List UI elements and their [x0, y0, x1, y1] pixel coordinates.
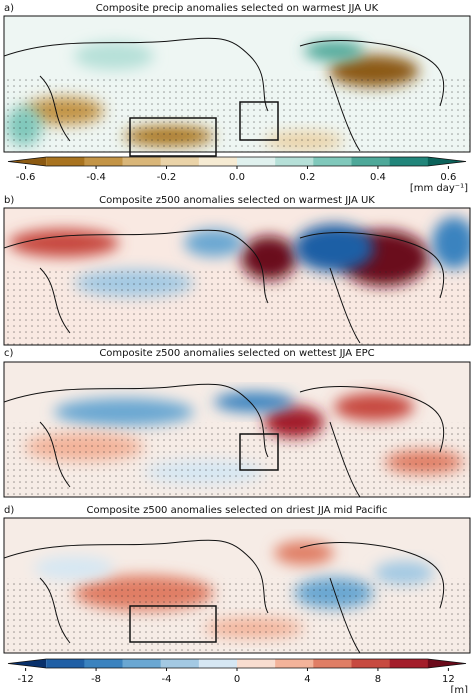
region-box	[129, 117, 217, 157]
colorbar-extend	[8, 659, 47, 668]
colorbar-tick-label: 4	[304, 674, 310, 685]
colorbar-tick-label: 0.6	[440, 172, 456, 183]
anomaly-blob	[54, 398, 194, 426]
coastline	[4, 229, 445, 344]
map-field	[4, 518, 470, 653]
colorbar-extend	[427, 659, 466, 668]
panel-title: Composite precip anomalies selected on w…	[96, 3, 379, 14]
colorbar-segment	[46, 659, 85, 668]
map	[3, 517, 471, 654]
colorbar-segment	[275, 157, 314, 166]
map-frame	[3, 517, 471, 654]
colorbar-segment	[46, 157, 85, 166]
map-field	[4, 362, 470, 497]
colorbar-tick-label: -8	[91, 674, 101, 685]
colorbar-segment	[84, 157, 123, 166]
colorbar-tick-label: 0.4	[370, 172, 386, 183]
colorbar-segment	[122, 659, 161, 668]
anomaly-blob	[214, 392, 294, 412]
colorbar-segment	[313, 659, 352, 668]
colorbar-tick-label: -0.4	[86, 172, 106, 183]
stippling	[4, 422, 470, 497]
coastline	[4, 539, 445, 653]
anomaly-blob	[432, 217, 470, 269]
colorbar-tick-label: -0.2	[157, 172, 177, 183]
region-box	[239, 433, 279, 471]
colorbar-outline	[7, 658, 467, 669]
colorbar-segment	[389, 659, 429, 668]
anomaly-blob	[294, 224, 374, 272]
colorbar-segment	[198, 659, 238, 668]
colorbar-outline	[7, 156, 467, 167]
colorbar-segment	[313, 157, 352, 166]
panel-title: Composite z500 anomalies selected on wet…	[99, 348, 374, 359]
colorbar-units: [m]	[450, 685, 468, 693]
colorbar-tick-label: -0.6	[16, 172, 36, 183]
coastline	[4, 37, 445, 152]
colorbar-segment	[351, 659, 390, 668]
map	[3, 361, 471, 498]
colorbar-tick-label: 8	[375, 674, 381, 685]
region-box	[239, 101, 279, 141]
panel-label: b)	[4, 195, 14, 206]
map-field	[4, 16, 470, 152]
colorbar-segment	[122, 157, 161, 166]
colorbar-extend	[427, 157, 466, 166]
colorbar-segment	[84, 659, 123, 668]
colorbar-tick-label: -12	[17, 674, 33, 685]
panel-label: c)	[4, 348, 13, 359]
map	[3, 207, 471, 346]
panel-title: Composite z500 anomalies selected on war…	[99, 195, 375, 206]
colorbar-units: [mm day⁻¹]	[410, 183, 468, 194]
map-frame	[3, 361, 471, 498]
colorbar-segment	[275, 659, 314, 668]
stippling	[4, 269, 470, 345]
map-frame	[3, 207, 471, 346]
colorbar-segment	[198, 157, 238, 166]
colorbar-segment	[237, 157, 276, 166]
panel-label: d)	[4, 505, 14, 516]
coastline	[4, 383, 445, 497]
anomaly-blob	[34, 556, 114, 580]
colorbar-segment	[389, 157, 429, 166]
colorbar-tick-label: 12	[442, 674, 455, 685]
colorbar-segment	[160, 659, 200, 668]
colorbar-tick-label: 0	[234, 674, 240, 685]
map-frame	[3, 15, 471, 153]
panel-title: Composite z500 anomalies selected on dri…	[87, 505, 388, 516]
anomaly-blob	[334, 393, 414, 421]
region-box	[129, 605, 217, 643]
colorbar-tick-label: -4	[162, 674, 172, 685]
anomaly-blob	[184, 229, 244, 257]
anomaly-blob	[74, 42, 154, 70]
stippling	[4, 578, 470, 653]
anomaly-blob	[241, 236, 297, 280]
anomaly-blob	[274, 541, 334, 565]
colorbar-extend	[8, 157, 47, 166]
anomaly-blob	[304, 41, 364, 61]
colorbar-tick-label: 0.2	[300, 172, 316, 183]
colorbar-segment	[160, 157, 200, 166]
map-field	[4, 208, 470, 345]
stippling	[4, 77, 470, 152]
colorbar-tick-label: 0.0	[229, 172, 245, 183]
colorbar-segment	[351, 157, 390, 166]
anomaly-blob	[9, 229, 119, 257]
colorbar-segment	[237, 659, 276, 668]
panel-label: a)	[4, 3, 14, 14]
map	[3, 15, 471, 157]
